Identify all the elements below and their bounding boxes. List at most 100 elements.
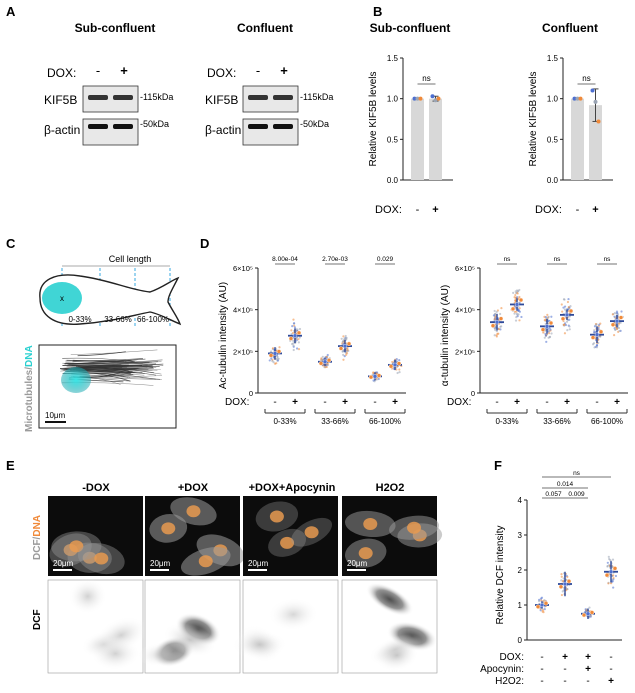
data-point: [562, 298, 566, 301]
significance-label: ns: [422, 74, 430, 83]
data-point: [568, 318, 571, 321]
data-point: [613, 316, 617, 319]
replicate-mean: [498, 316, 504, 321]
segment-label: 33-66%: [104, 315, 132, 324]
cell-length-label: Cell length: [109, 254, 152, 264]
blot-row-actin: β-actin: [205, 123, 241, 137]
data-point: [396, 371, 399, 375]
data-point: [568, 328, 571, 331]
panel-letter-d: D: [200, 236, 209, 251]
data-point: [614, 328, 617, 331]
replicate-mean: [612, 566, 618, 571]
data-point: [341, 340, 344, 343]
data-point: [515, 312, 518, 315]
blot-title: Sub-confluent: [75, 21, 156, 35]
scale-bar-label: 20μm: [150, 559, 171, 568]
data-point: [341, 350, 345, 353]
nucleus-dna: [94, 552, 109, 565]
data-point: [550, 332, 553, 335]
chart-kif5b-subconfluent: Sub-confluent Relative KIF5B levels 0.0 0.5…: [368, 21, 453, 216]
y-tick-label: 0.0: [547, 176, 559, 185]
data-point: [560, 579, 563, 582]
y-tick-label: 0: [249, 389, 253, 398]
data-point: [292, 348, 295, 352]
nucleus-dna: [69, 540, 84, 553]
replicate-mean: [560, 316, 566, 321]
scale-bar-label: 20μm: [248, 559, 269, 568]
replicate-mean: [346, 341, 352, 346]
blot-group-subconfluent: Sub-confluent DOX: - + KIF5B β-actin -11…: [44, 21, 173, 146]
replicate-mean: [598, 329, 604, 334]
dox-label: DOX:: [47, 66, 76, 80]
data-point: [292, 344, 295, 347]
replicate-point: [430, 94, 435, 99]
y-tick-label: 0.5: [387, 135, 399, 144]
data-point: [567, 306, 570, 309]
data-point: [546, 313, 549, 316]
replicate-mean: [272, 351, 278, 356]
replicate-mean: [342, 343, 348, 349]
x-condition-label: -: [373, 397, 376, 408]
condition-row-label: H2O2:: [495, 676, 524, 687]
condition-sign: -: [540, 676, 543, 687]
data-point: [293, 326, 297, 329]
y-tick-label: 4×10⁵: [233, 306, 253, 315]
data-point: [612, 576, 615, 580]
data-point: [612, 574, 615, 577]
replicate-mean: [544, 324, 550, 329]
data-point: [597, 341, 600, 345]
band: [113, 124, 133, 129]
data-point: [321, 355, 324, 358]
replicate-mean: [566, 579, 572, 584]
data-point: [514, 293, 517, 297]
replicate-mean: [318, 361, 324, 366]
data-point: [598, 323, 601, 326]
data-point: [495, 330, 498, 333]
condition-sign: +: [608, 676, 614, 687]
data-point: [514, 290, 517, 293]
dcf-micrographs: 20μm 20μm 20μm 20μm: [47, 496, 443, 674]
data-point: [345, 336, 348, 340]
data-point: [391, 360, 394, 364]
y-tick-label: 1.0: [547, 95, 559, 104]
label-dcf: DCF: [32, 539, 43, 560]
data-point: [500, 307, 503, 310]
data-point: [291, 331, 295, 335]
significance-label: 0.057: [545, 491, 562, 498]
row-label-dcf-dna: DCF/DNA: [32, 515, 43, 560]
bar: [429, 98, 442, 180]
dox-label: DOX:: [375, 204, 402, 216]
microtubule: [64, 359, 163, 364]
data-point: [517, 308, 520, 312]
condition-sign: -: [563, 676, 566, 687]
replicate-mean: [268, 353, 274, 358]
replicate-mean: [608, 569, 614, 574]
replicate-mean: [326, 357, 332, 363]
data-point: [562, 323, 565, 327]
data-point: [271, 347, 275, 350]
data-point: [292, 318, 295, 321]
data-point: [589, 615, 592, 618]
panel-letter-c: C: [6, 236, 16, 251]
column-title-h2o2: H2O2: [376, 482, 405, 494]
band: [273, 124, 293, 129]
group-label: 33-66%: [543, 417, 571, 426]
microtubule: [67, 359, 132, 366]
data-point: [274, 362, 277, 365]
blot-row-actin: β-actin: [44, 123, 80, 137]
y-tick-label: 6×10⁵: [233, 264, 253, 273]
chart-ac-tubulin: Ac-tubulin intensity (AU) 0 2×10⁵ 4×10⁵ 6×10…: [218, 256, 406, 426]
group-label: 66-100%: [369, 417, 401, 426]
y-axis-label: Relative DCF intensity: [495, 526, 506, 625]
y-tick-label: 4×10⁵: [455, 306, 475, 315]
row-label-dcf: DCF: [32, 609, 43, 630]
label-sep: /: [32, 536, 43, 539]
data-point: [375, 371, 379, 374]
microtubule: [77, 351, 126, 357]
data-point: [493, 334, 496, 337]
data-point: [542, 611, 545, 614]
dox-label: DOX:: [535, 204, 562, 216]
microtubule: [62, 357, 135, 362]
nucleus-dna: [304, 526, 319, 539]
panel-letter-a: A: [6, 4, 16, 19]
